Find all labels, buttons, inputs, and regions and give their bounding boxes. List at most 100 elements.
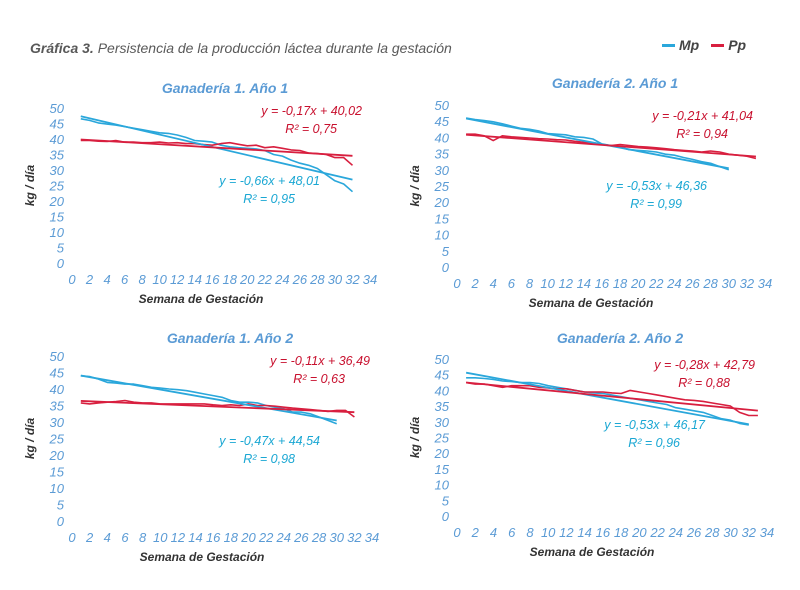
y-tick-label: 40: [435, 130, 450, 145]
trendline-pp: [465, 133, 757, 158]
y-tick-label: 20: [434, 195, 450, 210]
equation-pp: y = -0,17x + 40,02: [260, 104, 362, 118]
x-tick-label: 12: [559, 525, 574, 540]
x-tick-label: 6: [121, 530, 129, 545]
x-tick-label: 32: [345, 272, 360, 287]
x-tick-label: 8: [526, 525, 534, 540]
x-tick-label: 22: [258, 530, 274, 545]
y-tick-label: 35: [435, 147, 450, 162]
equation-pp: y = -0,11x + 36,49: [269, 354, 370, 368]
figure-title-text: Persistencia de la producción láctea dur…: [97, 40, 452, 56]
x-tick-label: 6: [508, 276, 516, 291]
r-squared-pp: R² = 0,75: [285, 122, 337, 136]
y-tick-label: 0: [442, 260, 450, 275]
x-tick-label: 26: [292, 272, 308, 287]
figure-title: Gráfica 3. Persistencia de la producción…: [30, 40, 452, 56]
y-tick-label: 50: [50, 349, 65, 364]
y-axis-label: kg / día: [408, 165, 422, 207]
r-squared-mp: R² = 0,99: [630, 197, 682, 211]
x-tick-label: 28: [309, 272, 325, 287]
y-tick-label: 45: [50, 117, 65, 132]
x-tick-label: 26: [684, 276, 700, 291]
y-tick-label: 5: [57, 241, 65, 256]
x-tick-label: 12: [170, 272, 185, 287]
x-tick-label: 16: [205, 272, 220, 287]
equation-mp: y = -0,53x + 46,36: [605, 179, 707, 193]
equation-mp: y = -0,53x + 46,17: [603, 418, 706, 432]
x-tick-label: 30: [722, 276, 737, 291]
y-axis-label: kg / día: [23, 165, 37, 207]
x-tick-label: 30: [723, 525, 738, 540]
legend-label-mp: Mp: [679, 37, 700, 53]
x-tick-label: 12: [171, 530, 186, 545]
x-tick-label: 34: [365, 530, 379, 545]
y-tick-label: 15: [435, 211, 450, 226]
x-tick-label: 28: [702, 276, 718, 291]
x-tick-label: 2: [85, 272, 94, 287]
x-tick-label: 14: [188, 530, 202, 545]
x-axis-label: Semana de Gestación: [140, 550, 265, 564]
x-tick-label: 32: [740, 276, 755, 291]
legend-item-mp: Mp: [662, 37, 699, 53]
y-tick-label: 20: [49, 448, 65, 463]
x-tick-label: 18: [223, 272, 238, 287]
y-tick-label: 50: [435, 352, 450, 367]
panel-title: Ganadería 2. Año 2: [557, 330, 684, 346]
x-tick-label: 6: [508, 525, 516, 540]
trendline-mp: [465, 371, 749, 426]
series-line-pp: [465, 381, 758, 417]
y-tick-label: 15: [50, 465, 65, 480]
y-tick-label: 10: [435, 478, 450, 493]
y-tick-label: 10: [435, 228, 450, 243]
x-tick-label: 32: [347, 530, 362, 545]
y-tick-label: 50: [435, 98, 450, 113]
trendline-pp: [80, 138, 353, 157]
x-tick-label: 4: [490, 276, 497, 291]
x-tick-label: 4: [104, 530, 111, 545]
panel-title: Ganadería 1. Año 1: [162, 80, 289, 96]
x-tick-label: 16: [596, 525, 611, 540]
r-squared-pp: R² = 0,63: [293, 372, 345, 386]
x-tick-label: 14: [577, 525, 591, 540]
series-line-pp: [80, 399, 355, 418]
x-tick-label: 0: [453, 525, 461, 540]
x-tick-label: 24: [668, 525, 683, 540]
y-tick-label: 25: [434, 179, 450, 194]
y-axis-label: kg / día: [23, 418, 37, 460]
y-tick-label: 30: [50, 415, 65, 430]
x-tick-label: 4: [103, 272, 110, 287]
x-tick-label: 34: [363, 272, 377, 287]
y-tick-label: 25: [49, 179, 65, 194]
x-tick-label: 24: [274, 272, 289, 287]
r-squared-pp: R² = 0,94: [676, 127, 728, 141]
y-tick-label: 10: [50, 481, 65, 496]
x-tick-label: 22: [257, 272, 273, 287]
panel-title: Ganadería 2. Año 1: [552, 75, 679, 91]
x-tick-label: 18: [614, 525, 629, 540]
x-tick-label: 26: [293, 530, 309, 545]
y-tick-label: 30: [50, 163, 65, 178]
y-tick-label: 5: [442, 493, 450, 508]
y-tick-label: 20: [49, 194, 65, 209]
y-tick-label: 40: [435, 383, 450, 398]
r-squared-mp: R² = 0,98: [243, 452, 295, 466]
x-axis-label: Semana de Gestación: [529, 296, 654, 310]
legend-swatch-pp: [711, 43, 725, 47]
trendline-mp: [80, 374, 337, 422]
x-tick-label: 28: [704, 525, 720, 540]
x-tick-label: 32: [742, 525, 757, 540]
x-axis-label: Semana de Gestación: [139, 292, 264, 306]
equation-pp: y = -0,28x + 42,79: [653, 358, 755, 372]
legend-swatch-mp: [662, 43, 675, 47]
x-tick-label: 18: [224, 530, 239, 545]
x-tick-label: 6: [121, 272, 129, 287]
y-tick-label: 45: [435, 114, 450, 129]
y-tick-label: 10: [50, 225, 65, 240]
x-tick-label: 10: [152, 272, 167, 287]
x-tick-label: 2: [85, 530, 94, 545]
x-tick-label: 0: [68, 272, 76, 287]
trendline-mp: [465, 117, 729, 170]
x-tick-label: 16: [595, 276, 610, 291]
